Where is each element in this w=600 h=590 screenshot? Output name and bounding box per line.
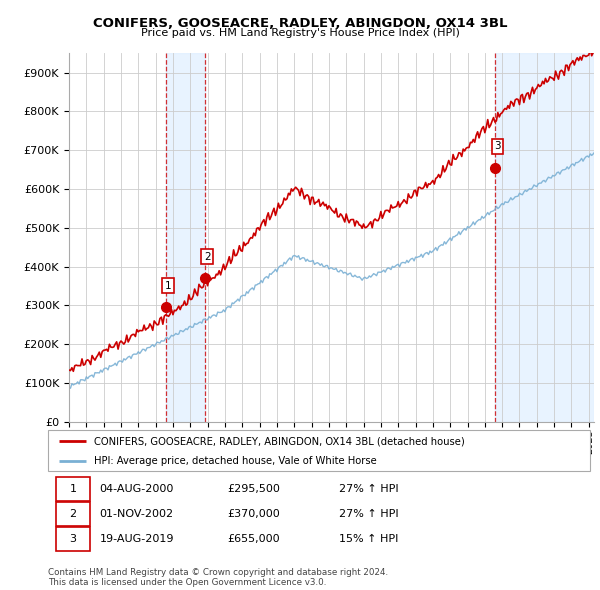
Text: Contains HM Land Registry data © Crown copyright and database right 2024.
This d: Contains HM Land Registry data © Crown c… bbox=[48, 568, 388, 587]
Text: £370,000: £370,000 bbox=[227, 509, 280, 519]
Text: 2: 2 bbox=[204, 252, 211, 262]
Text: 3: 3 bbox=[494, 141, 501, 151]
Text: 15% ↑ HPI: 15% ↑ HPI bbox=[338, 534, 398, 544]
Bar bbox=[495, 53, 594, 422]
Text: CONIFERS, GOOSEACRE, RADLEY, ABINGDON, OX14 3BL: CONIFERS, GOOSEACRE, RADLEY, ABINGDON, O… bbox=[93, 17, 507, 30]
Text: 04-AUG-2000: 04-AUG-2000 bbox=[100, 484, 174, 494]
Text: CONIFERS, GOOSEACRE, RADLEY, ABINGDON, OX14 3BL (detached house): CONIFERS, GOOSEACRE, RADLEY, ABINGDON, O… bbox=[94, 437, 465, 447]
Text: £295,500: £295,500 bbox=[227, 484, 280, 494]
Text: 1: 1 bbox=[165, 281, 172, 291]
Text: £655,000: £655,000 bbox=[227, 534, 280, 544]
Text: 01-NOV-2002: 01-NOV-2002 bbox=[100, 509, 174, 519]
FancyBboxPatch shape bbox=[48, 430, 590, 471]
Bar bbox=[166, 53, 205, 422]
Text: 27% ↑ HPI: 27% ↑ HPI bbox=[338, 484, 398, 494]
FancyBboxPatch shape bbox=[56, 477, 90, 501]
Text: 2: 2 bbox=[70, 509, 77, 519]
Text: 1: 1 bbox=[70, 484, 76, 494]
FancyBboxPatch shape bbox=[56, 527, 90, 550]
Text: 3: 3 bbox=[70, 534, 76, 544]
Text: 27% ↑ HPI: 27% ↑ HPI bbox=[338, 509, 398, 519]
Text: HPI: Average price, detached house, Vale of White Horse: HPI: Average price, detached house, Vale… bbox=[94, 457, 377, 466]
Text: 19-AUG-2019: 19-AUG-2019 bbox=[100, 534, 174, 544]
FancyBboxPatch shape bbox=[56, 502, 90, 526]
Text: Price paid vs. HM Land Registry's House Price Index (HPI): Price paid vs. HM Land Registry's House … bbox=[140, 28, 460, 38]
